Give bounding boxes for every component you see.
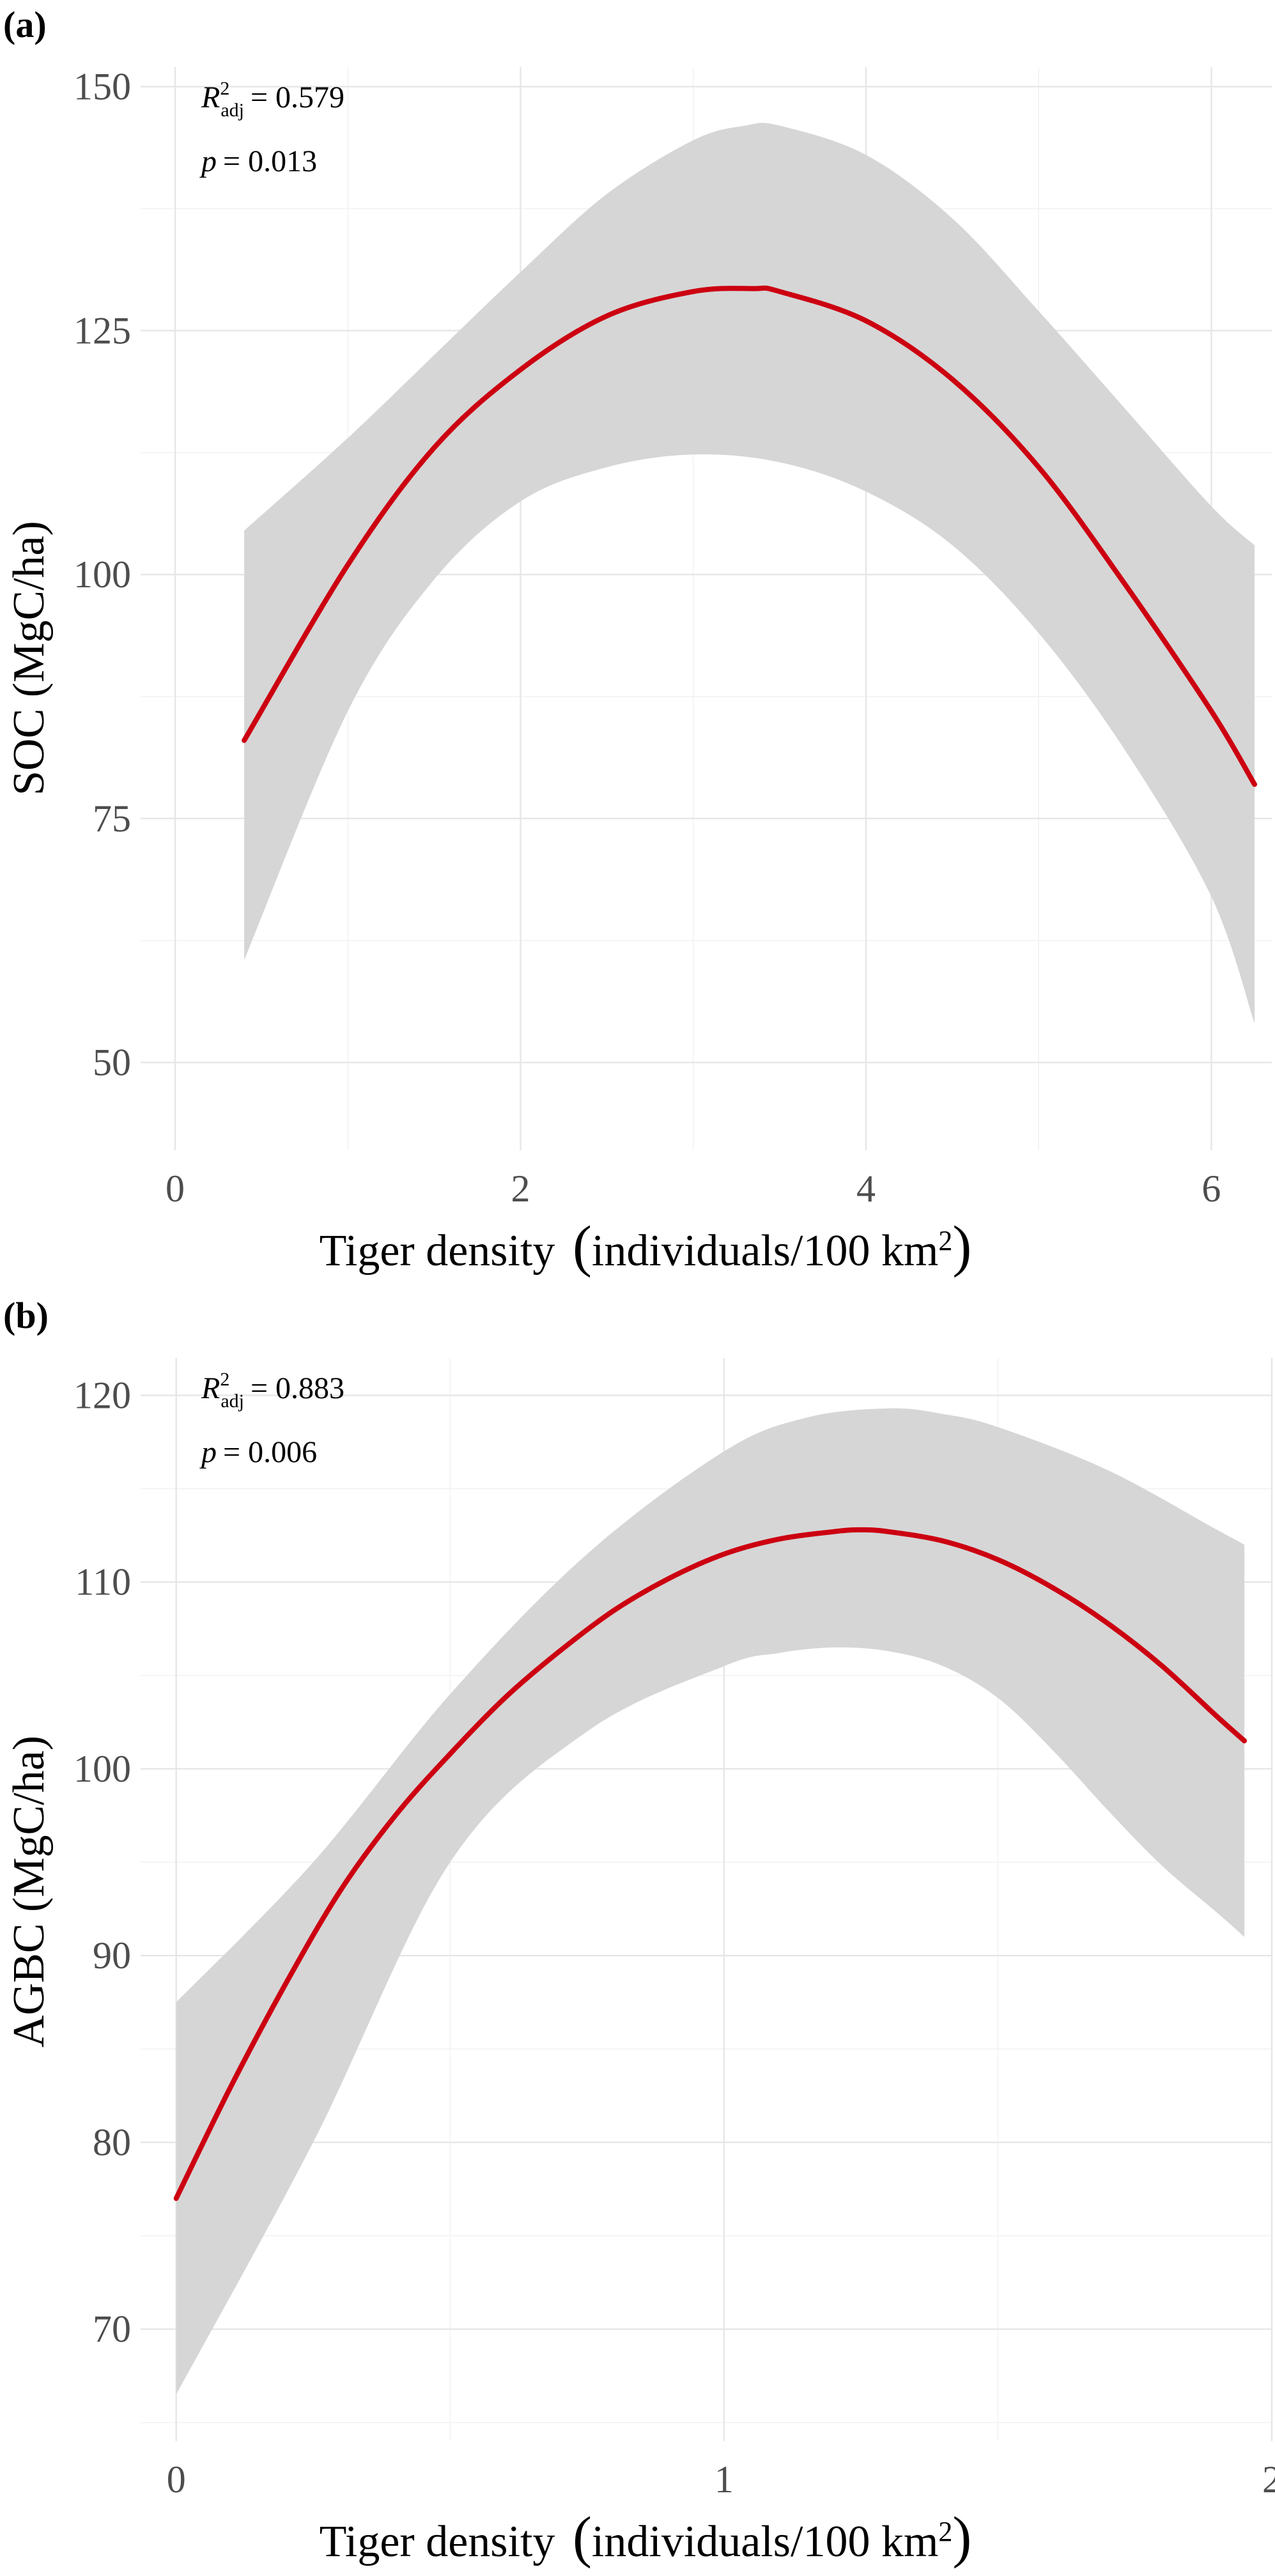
r2-symbol: R: [201, 1371, 220, 1405]
fit-curve: [242, 285, 1257, 787]
x-tick-label: 6: [1202, 1168, 1221, 1210]
r2-symbol: R: [201, 81, 220, 114]
p-symbol: p: [199, 1435, 217, 1469]
x-axis-title: Tiger density (individuals/100 km2): [320, 2506, 972, 2569]
y-axis-title: AGBC (MgC/ha): [4, 1736, 54, 2048]
x-axis-title-units: individuals/100 km: [592, 1226, 939, 1276]
p-value: = 0.006: [223, 1435, 317, 1469]
r2-subscript: adj: [220, 1391, 244, 1412]
x-tick-label: 1: [715, 2458, 734, 2501]
x-tick-label: 2: [511, 1168, 530, 1210]
p-symbol: p: [199, 144, 217, 178]
x-tick-label: 4: [856, 1168, 876, 1210]
y-tick-label: 125: [73, 309, 131, 351]
x-axis-title-main: Tiger density: [320, 2517, 555, 2566]
x-axis-title-open-paren: (: [573, 1215, 592, 1278]
panel-label: (a): [3, 4, 47, 45]
x-tick-labels: 0 2 4 6: [166, 1168, 1221, 1210]
y-tick-label: 90: [93, 1934, 131, 1977]
y-axis-title: SOC (MgC/ha): [4, 521, 54, 796]
x-axis-title-close-paren: ): [952, 2506, 971, 2569]
r2-subscript: adj: [220, 100, 244, 121]
x-tick-label: 2: [1262, 2458, 1275, 2501]
y-tick-label: 120: [73, 1374, 131, 1416]
panel-label: (b): [3, 1295, 49, 1336]
r2-value: = 0.579: [251, 81, 344, 114]
fit-curve: [173, 1527, 1248, 2202]
r2-value: = 0.883: [251, 1371, 344, 1405]
y-tick-label: 80: [93, 2121, 131, 2163]
x-axis-title-close-paren: ): [952, 1215, 971, 1278]
panel-a: (a) 0 2 4 6 50 75 100 125 150 SOC (MgC/ha) Tige…: [3, 4, 1272, 1278]
x-tick-labels: 0 1 2: [167, 2458, 1275, 2501]
y-tick-labels: 70 80 90 100 110 120: [73, 1374, 131, 2350]
y-tick-label: 50: [93, 1042, 131, 1084]
r2-superscript: 2: [220, 78, 229, 99]
p-value: = 0.013: [223, 144, 317, 178]
r-squared-annotation: R2 adj = 0.579: [201, 78, 344, 121]
x-axis-title-superscript: 2: [938, 1225, 952, 1256]
r-squared-annotation: R2 adj = 0.883: [201, 1369, 344, 1412]
x-axis-title: Tiger density (individuals/100 km2): [320, 1215, 972, 1278]
y-tick-label: 100: [73, 553, 131, 596]
y-tick-label: 150: [73, 66, 131, 108]
x-axis-title-main: Tiger density: [320, 1226, 555, 1276]
x-axis-title-units: individuals/100 km: [592, 2517, 939, 2566]
p-value-annotation: p = 0.013: [199, 144, 317, 178]
x-axis-title-superscript: 2: [938, 2516, 952, 2547]
y-tick-label: 110: [75, 1561, 131, 1603]
panel-b: (b) 0 1 2 70 80 90 100 110 120 AGBC (MgC/ha) Ti…: [3, 1295, 1275, 2569]
y-tick-label: 70: [93, 2308, 131, 2350]
p-value-annotation: p = 0.006: [199, 1435, 317, 1469]
x-tick-label: 0: [167, 2458, 186, 2501]
confidence-band: [176, 1408, 1245, 2395]
y-tick-label: 100: [73, 1748, 131, 1790]
x-tick-label: 0: [166, 1168, 185, 1210]
x-axis-title-open-paren: (: [573, 2506, 592, 2569]
y-tick-labels: 50 75 100 125 150: [73, 66, 131, 1084]
r2-superscript: 2: [220, 1369, 229, 1390]
y-tick-label: 75: [93, 798, 131, 840]
confidence-band: [244, 123, 1255, 1024]
